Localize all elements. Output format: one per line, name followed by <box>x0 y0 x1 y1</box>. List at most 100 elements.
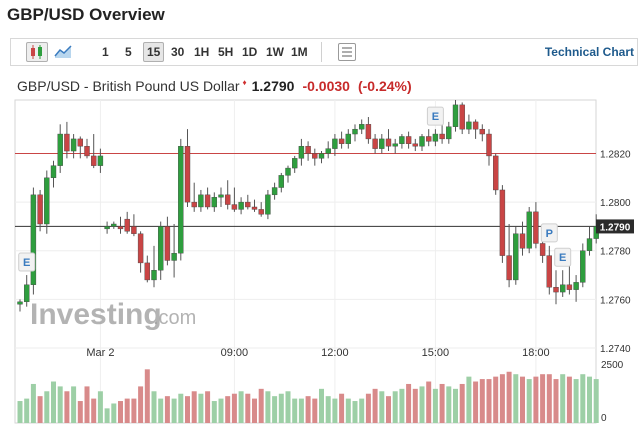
event-marker[interactable]: P <box>540 223 558 243</box>
table-icon[interactable] <box>338 43 356 61</box>
candle[interactable] <box>271 182 278 200</box>
candle[interactable] <box>157 221 164 280</box>
candle[interactable] <box>452 100 459 132</box>
candle[interactable] <box>526 206 532 254</box>
candle[interactable] <box>365 117 372 144</box>
candle[interactable] <box>97 148 104 173</box>
candle[interactable] <box>298 138 305 166</box>
timeframe-5h[interactable]: 5H <box>218 45 234 59</box>
candle[interactable] <box>111 221 117 229</box>
timeframe-1d[interactable]: 1D <box>242 45 258 59</box>
candle[interactable] <box>439 124 445 144</box>
candle[interactable] <box>506 224 512 288</box>
candle[interactable] <box>312 148 318 166</box>
event-marker[interactable]: E <box>18 252 36 272</box>
candle[interactable] <box>533 202 539 249</box>
timeframe-1[interactable]: 1 <box>102 45 109 59</box>
candle[interactable] <box>479 124 485 142</box>
candle[interactable] <box>486 129 492 166</box>
candle[interactable] <box>198 189 204 212</box>
candle[interactable] <box>224 180 231 210</box>
candle[interactable] <box>104 221 110 234</box>
candle[interactable] <box>184 129 191 207</box>
candle[interactable] <box>258 202 264 217</box>
timeframe-1w[interactable]: 1W <box>266 45 284 59</box>
timeframe-1h[interactable]: 1H <box>194 45 210 59</box>
candle[interactable] <box>231 187 238 212</box>
candle[interactable] <box>345 129 351 149</box>
candle[interactable] <box>426 129 432 147</box>
candle[interactable] <box>70 134 77 159</box>
candle[interactable] <box>412 138 418 152</box>
candle[interactable] <box>285 165 291 183</box>
candle[interactable] <box>419 134 425 152</box>
candle[interactable] <box>325 141 331 159</box>
candle[interactable] <box>372 134 378 154</box>
candle[interactable] <box>466 114 472 135</box>
candle[interactable] <box>513 226 519 285</box>
candle[interactable] <box>245 194 251 210</box>
candle[interactable] <box>566 265 573 295</box>
candle[interactable] <box>57 124 63 173</box>
event-marker[interactable]: E <box>554 247 572 267</box>
candle[interactable] <box>586 226 593 256</box>
candle[interactable] <box>44 170 50 234</box>
candle[interactable] <box>459 102 465 135</box>
candle[interactable] <box>553 270 559 305</box>
candle[interactable] <box>405 131 412 149</box>
technical-chart-link[interactable]: Technical Chart <box>544 45 634 59</box>
candle[interactable] <box>218 187 224 207</box>
candle[interactable] <box>399 134 405 149</box>
candle[interactable] <box>117 216 124 234</box>
timeframe-1m[interactable]: 1M <box>291 45 308 59</box>
candle[interactable] <box>211 192 218 212</box>
timeframe-30[interactable]: 30 <box>171 45 185 59</box>
candle[interactable] <box>90 134 97 169</box>
candle[interactable] <box>144 255 151 283</box>
candle[interactable] <box>305 141 311 161</box>
candle[interactable] <box>546 245 552 295</box>
candle[interactable] <box>472 119 479 139</box>
candle[interactable] <box>359 119 365 135</box>
candle[interactable] <box>379 134 385 154</box>
candle[interactable] <box>338 131 345 149</box>
candle[interactable] <box>77 136 84 159</box>
event-marker[interactable]: E <box>426 106 444 126</box>
candle[interactable] <box>24 275 30 307</box>
candle[interactable] <box>318 151 325 164</box>
candle[interactable] <box>124 211 130 234</box>
candle[interactable] <box>191 182 197 212</box>
candle[interactable] <box>238 197 244 215</box>
candle[interactable] <box>30 187 37 295</box>
candle[interactable] <box>37 189 43 232</box>
candle[interactable] <box>446 121 452 144</box>
candle[interactable] <box>164 216 171 266</box>
candle[interactable] <box>84 138 90 159</box>
candle[interactable] <box>432 129 439 147</box>
candle[interactable] <box>251 199 258 212</box>
candle[interactable] <box>64 121 70 159</box>
candle[interactable] <box>178 138 184 261</box>
timeframe-5[interactable]: 5 <box>125 45 132 59</box>
candle[interactable] <box>204 187 211 210</box>
candle[interactable] <box>278 172 284 193</box>
candle[interactable] <box>560 270 566 297</box>
candle[interactable] <box>392 138 398 154</box>
candle[interactable] <box>580 243 586 288</box>
candle[interactable] <box>131 214 137 237</box>
candle[interactable] <box>573 275 579 302</box>
candle[interactable] <box>265 189 271 220</box>
candle[interactable] <box>292 155 298 173</box>
candlestick-icon[interactable] <box>26 42 48 62</box>
candle[interactable] <box>151 245 157 288</box>
candle[interactable] <box>137 231 144 273</box>
timeframe-15[interactable]: 15 <box>143 42 165 62</box>
area-chart-icon[interactable] <box>53 42 75 62</box>
candle[interactable] <box>385 129 392 152</box>
candle[interactable] <box>493 153 499 195</box>
candle[interactable] <box>17 299 23 312</box>
candle[interactable] <box>171 224 177 278</box>
candle[interactable] <box>50 160 57 188</box>
candle[interactable] <box>332 134 338 156</box>
